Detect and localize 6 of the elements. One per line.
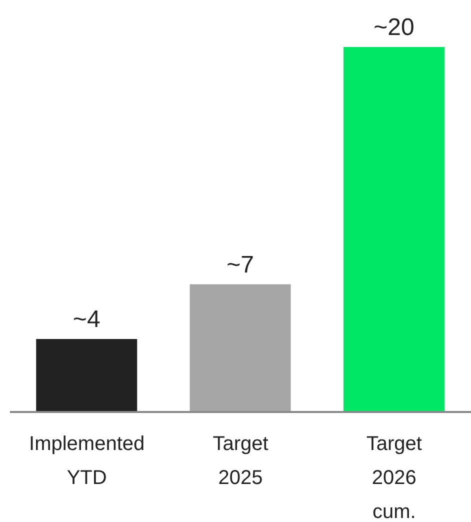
x-tick-label: Implemented YTD [29, 433, 145, 489]
x-tick-label: Target 2026 cum. [366, 433, 422, 522]
data-label: ~20 [374, 14, 414, 41]
x-tick-label: Target 2025 [212, 433, 269, 489]
data-label: ~4 [72, 306, 100, 333]
data-label: ~7 [226, 251, 254, 278]
